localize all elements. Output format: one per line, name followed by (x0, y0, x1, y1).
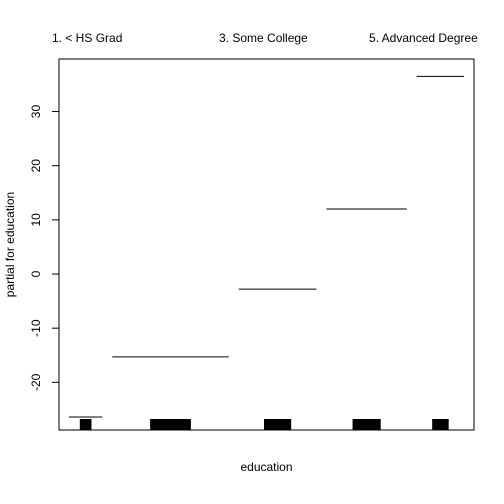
category-label: 3. Some College (219, 31, 308, 45)
x-axis-label: education (240, 460, 292, 474)
rug-block (264, 419, 291, 430)
category-label: 1. < HS Grad (52, 31, 122, 45)
y-tick-label: 10 (29, 213, 43, 227)
y-tick-label: -10 (29, 319, 43, 337)
plot-marks (69, 76, 464, 430)
rug-block (80, 419, 92, 430)
y-axis: -20 -10 0 10 20 30 (29, 105, 59, 391)
category-label: 5. Advanced Degree (369, 31, 478, 45)
rug-block (150, 419, 191, 430)
y-axis-label: partial for education (3, 192, 17, 297)
y-tick-label: 0 (29, 270, 43, 277)
y-tick-label: 20 (29, 159, 43, 173)
rug-block (432, 419, 449, 430)
y-tick-label: 30 (29, 105, 43, 119)
y-tick-label: -20 (29, 373, 43, 391)
category-labels: 1. < HS Grad 3. Some College 5. Advanced D… (52, 31, 478, 45)
rug-block (353, 419, 381, 430)
plot-frame (59, 59, 474, 430)
